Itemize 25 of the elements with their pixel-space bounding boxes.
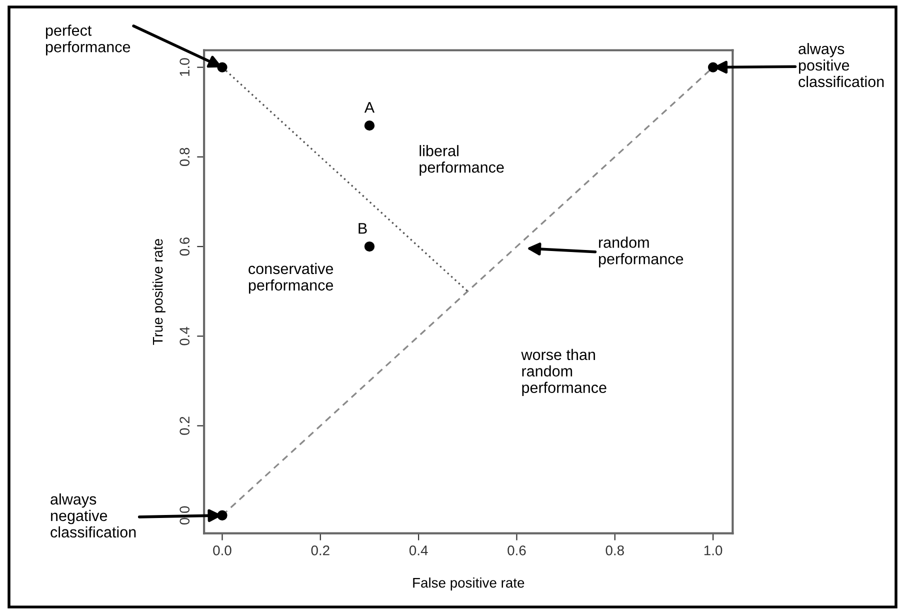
x-tick-label: 1.0 <box>704 545 722 556</box>
point <box>364 120 375 131</box>
x-tick-label: 0.8 <box>606 545 624 556</box>
annotation: conservative performance <box>248 262 334 294</box>
point <box>364 241 375 252</box>
y-tick-label: 0.0 <box>180 506 190 524</box>
annotation: A <box>364 102 375 113</box>
annotation: liberal performance <box>420 145 504 176</box>
y-tick-label: 0.2 <box>180 416 190 435</box>
x-axis-title: False positive rate <box>413 578 524 590</box>
annotation: B <box>358 223 367 234</box>
annotation: random performance <box>598 236 684 268</box>
y-axis-title: True positive rate <box>152 239 166 345</box>
annotation: perfect performance <box>46 24 130 56</box>
annotation: always positive classification <box>798 43 884 88</box>
y-tick-label: 0.4 <box>180 326 190 346</box>
x-tick-label: 0.6 <box>508 545 526 556</box>
x-tick-label: 0.4 <box>409 545 428 556</box>
x-tick-label: 0.0 <box>213 545 232 556</box>
annotation: worse than random performance <box>521 348 606 396</box>
x-tick-label: 0.2 <box>311 545 330 556</box>
y-tick-label: 0.6 <box>180 237 190 256</box>
annotation: always negative classification <box>50 493 136 538</box>
y-tick-label: 1.0 <box>180 58 190 76</box>
y-tick-label: 0.8 <box>180 148 190 166</box>
